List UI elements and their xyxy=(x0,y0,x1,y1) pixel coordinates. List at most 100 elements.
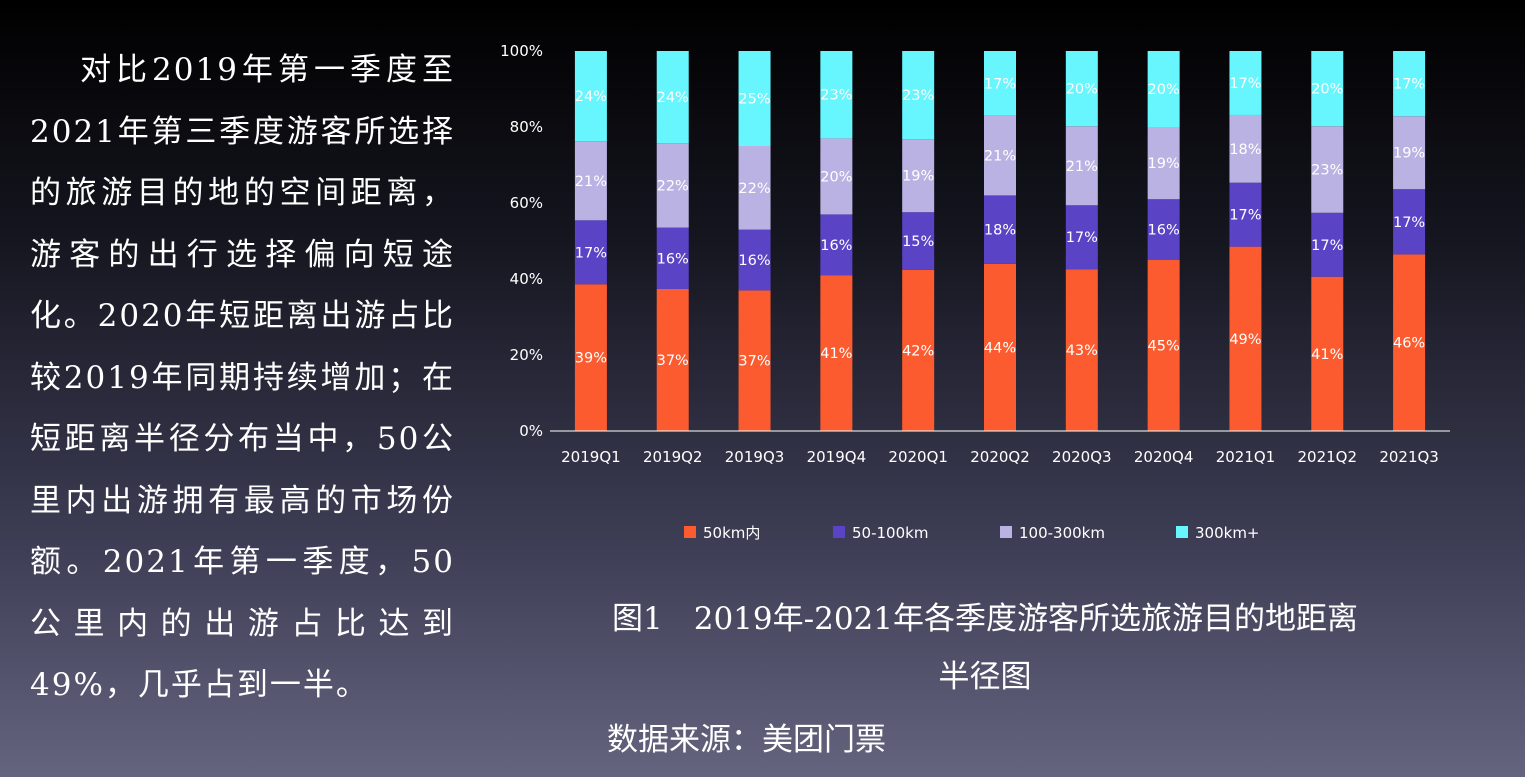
data-label: 42% xyxy=(902,343,934,359)
bar-segment xyxy=(984,195,1016,264)
y-tick-label: 60% xyxy=(510,194,543,212)
legend-label: 50km内 xyxy=(703,524,760,542)
y-tick-label: 20% xyxy=(510,346,543,364)
y-tick-label: 100% xyxy=(500,42,543,60)
x-tick-label: 2020Q2 xyxy=(970,448,1030,466)
x-tick-label: 2019Q1 xyxy=(561,448,621,466)
bar-segment xyxy=(1393,189,1426,255)
bar-segment xyxy=(738,290,771,431)
bar-segment xyxy=(574,51,607,142)
data-label: 24% xyxy=(575,89,607,105)
bar-segment xyxy=(902,269,935,431)
data-label: 15% xyxy=(902,234,934,250)
data-label: 17% xyxy=(1229,76,1261,92)
data-label: 45% xyxy=(1148,339,1180,355)
bar-segment xyxy=(1393,254,1426,431)
data-label: 39% xyxy=(575,351,607,367)
data-label: 23% xyxy=(902,88,934,104)
legend-swatch xyxy=(1000,526,1012,538)
bar-segment xyxy=(1065,205,1098,270)
body-text: 对比2019年第一季度至2021年第三季度游客所选择的旅游目的地的空间距离，游客… xyxy=(30,52,455,703)
data-label: 17% xyxy=(984,76,1016,92)
x-tick-label: 2021Q2 xyxy=(1298,448,1358,466)
bar-segment xyxy=(574,220,607,285)
data-label: 16% xyxy=(1148,223,1180,239)
legend-swatch xyxy=(833,526,845,538)
bar-segment xyxy=(820,138,853,215)
data-label: 20% xyxy=(820,169,852,185)
legend-swatch xyxy=(684,526,696,538)
bar-segment xyxy=(1229,182,1262,247)
x-tick-label: 2019Q3 xyxy=(725,448,785,466)
data-label: 18% xyxy=(984,223,1016,239)
data-label: 17% xyxy=(1066,230,1098,246)
caption-line2: 半径图 xyxy=(938,659,1032,695)
data-label: 19% xyxy=(1393,146,1425,162)
x-axis: 2019Q1 2019Q2 2019Q3 2019Q4 2020Q1 2020Q2 2020… xyxy=(561,448,1439,466)
bar-segment xyxy=(902,212,935,270)
bar-segment xyxy=(1229,114,1262,183)
bar-segment xyxy=(1311,51,1344,127)
data-label: 37% xyxy=(738,354,770,370)
data-label: 22% xyxy=(657,178,689,194)
data-label: 16% xyxy=(738,253,770,269)
bar-segment xyxy=(656,51,689,144)
bar-segment xyxy=(984,263,1016,431)
bar-segment xyxy=(984,51,1016,116)
data-label: 21% xyxy=(1066,159,1098,175)
data-label: 43% xyxy=(1066,343,1098,359)
x-tick-label: 2020Q1 xyxy=(888,448,948,466)
data-label: 16% xyxy=(657,251,689,267)
x-tick-label: 2019Q4 xyxy=(807,448,867,466)
bar-segment xyxy=(574,141,607,221)
data-label: 21% xyxy=(984,149,1016,165)
bar-segment xyxy=(1147,127,1180,200)
data-label: 17% xyxy=(1393,77,1425,93)
y-tick-label: 40% xyxy=(510,270,543,288)
x-tick-label: 2019Q2 xyxy=(643,448,703,466)
data-label: 19% xyxy=(1148,156,1180,172)
legend-swatch xyxy=(1176,526,1188,538)
bar-segment xyxy=(1147,199,1180,260)
bar-segment xyxy=(1065,269,1098,431)
data-label: 21% xyxy=(575,174,607,190)
x-tick-label: 2020Q3 xyxy=(1052,448,1112,466)
data-label: 23% xyxy=(1311,163,1343,179)
bar-segment xyxy=(820,214,853,276)
data-label: 44% xyxy=(984,340,1016,356)
bar-segment xyxy=(1229,246,1262,431)
data-label: 46% xyxy=(1393,336,1425,352)
data-label: 20% xyxy=(1148,82,1180,98)
bar-segment xyxy=(1393,116,1426,190)
x-tick-label: 2020Q4 xyxy=(1134,448,1194,466)
x-tick-label: 2021Q3 xyxy=(1379,448,1439,466)
bar-segment xyxy=(656,227,689,289)
data-label: 17% xyxy=(575,245,607,261)
bar-segment xyxy=(656,288,689,431)
data-label: 18% xyxy=(1229,142,1261,158)
bar-segment xyxy=(1393,51,1426,117)
data-label: 17% xyxy=(1393,215,1425,231)
data-label: 25% xyxy=(738,92,770,108)
bar-segment xyxy=(656,143,689,228)
bar-segment xyxy=(1065,51,1098,127)
bar-segment xyxy=(1311,276,1344,431)
bar-segment xyxy=(1065,126,1098,206)
bar-segment xyxy=(1147,260,1180,431)
bar-segment xyxy=(820,275,853,431)
data-label: 49% xyxy=(1229,332,1261,348)
bar-segment xyxy=(902,51,935,140)
caption-line1: 图1 2019年-2021年各季度游客所选旅游目的地距离 xyxy=(612,601,1358,637)
y-tick-label: 0% xyxy=(519,422,543,440)
bar-segment xyxy=(984,115,1016,196)
data-source: 数据来源：美团门票 xyxy=(607,722,886,758)
data-label: 19% xyxy=(902,169,934,185)
stacked-bar-chart: 0% 20% 40% 60% 80% 100% 39% 17% 21% 24% 37% 16% 22%… xyxy=(500,42,1450,542)
legend-label: 100-300km xyxy=(1019,524,1105,542)
bar-segment xyxy=(574,284,607,431)
data-label: 16% xyxy=(820,238,852,254)
bar-segment xyxy=(1147,51,1180,127)
bars: 39% 17% 21% 24% 37% 16% 22% 24% 37% 16% 22% 25% 41% 1… xyxy=(575,51,1425,431)
bar-segment xyxy=(738,51,771,146)
bar-segment xyxy=(820,51,853,139)
